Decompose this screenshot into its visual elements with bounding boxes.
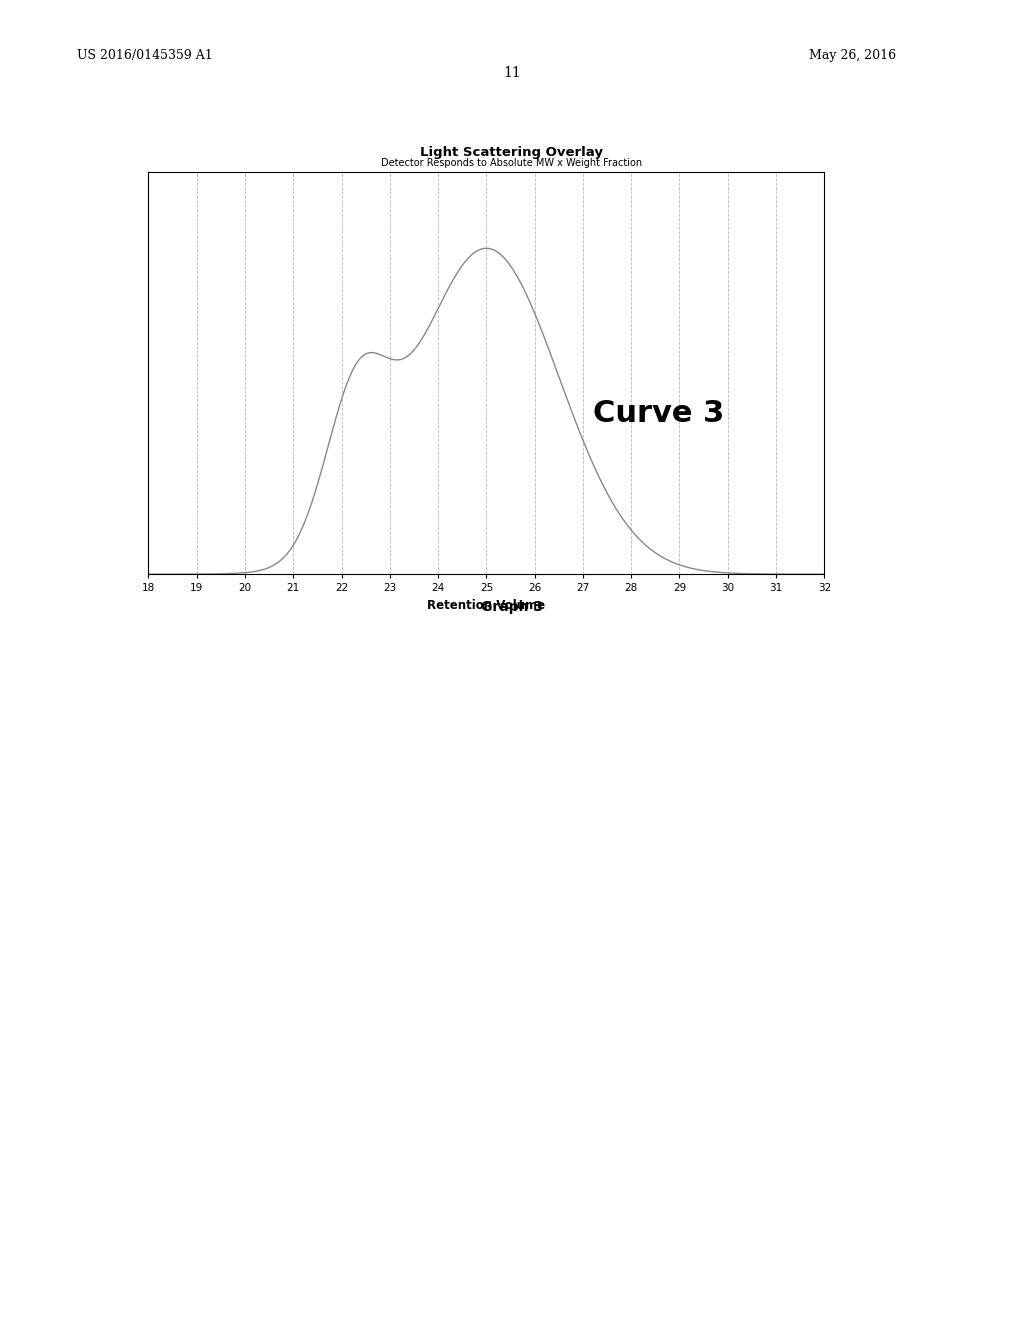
Text: US 2016/0145359 A1: US 2016/0145359 A1 xyxy=(77,49,213,62)
Text: Detector Responds to Absolute MW x Weight Fraction: Detector Responds to Absolute MW x Weigh… xyxy=(381,158,643,169)
Text: Graph 3: Graph 3 xyxy=(481,601,543,614)
Text: Curve 3: Curve 3 xyxy=(593,399,724,428)
Text: Light Scattering Overlay: Light Scattering Overlay xyxy=(421,145,603,158)
X-axis label: Retention Volume: Retention Volume xyxy=(427,599,546,611)
Text: 11: 11 xyxy=(503,66,521,79)
Text: May 26, 2016: May 26, 2016 xyxy=(809,49,896,62)
